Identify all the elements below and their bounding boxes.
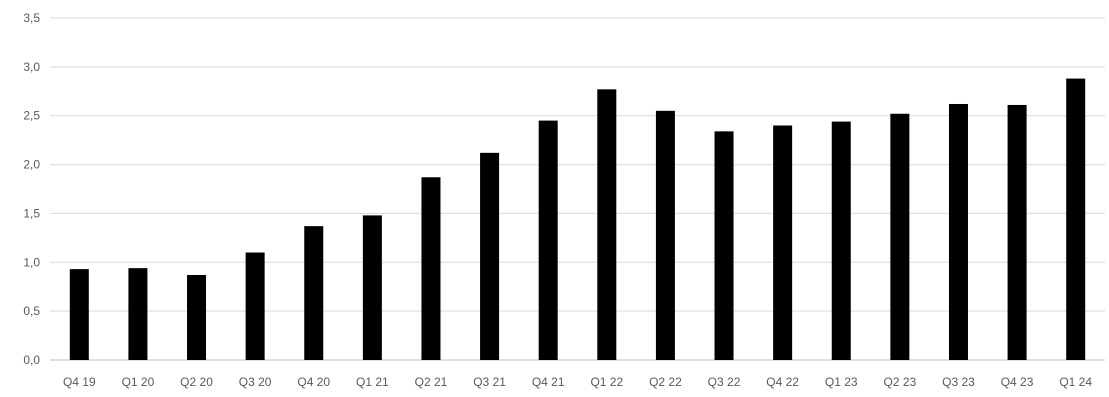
x-axis-ticks: Q4 19 Q1 20 Q2 20 Q3 20 Q4 20 Q1 21 Q2 21 Q3 21…: [63, 375, 1092, 389]
y-tick-label: 2,0: [23, 158, 40, 172]
x-tick-label: Q2 20: [180, 375, 213, 389]
x-tick-label: Q4 19: [63, 375, 96, 389]
bar: [304, 226, 324, 360]
bar: [1007, 104, 1027, 360]
x-tick-label: Q2 23: [884, 375, 917, 389]
y-tick-label: 0,0: [23, 353, 40, 367]
x-tick-label: Q4 23: [1001, 375, 1034, 389]
x-tick-label: Q1 20: [122, 375, 155, 389]
bar: [421, 177, 441, 360]
x-tick-label: Q2 21: [415, 375, 448, 389]
x-tick-label: Q1 22: [590, 375, 623, 389]
bar: [480, 152, 500, 360]
bar: [714, 131, 734, 360]
bar: [773, 125, 793, 360]
bar: [1066, 78, 1086, 360]
x-tick-label: Q2 22: [649, 375, 682, 389]
x-tick-label: Q4 20: [297, 375, 330, 389]
bar: [69, 269, 89, 360]
y-axis-ticks: 0,0 0,5 1,0 1,5 2,0 2,5 3,0 3,5: [23, 11, 40, 367]
bars: [69, 78, 1086, 361]
bar: [538, 120, 558, 360]
bar: [128, 268, 148, 360]
x-tick-label: Q3 20: [239, 375, 272, 389]
bar: [831, 121, 851, 360]
bar: [890, 113, 910, 360]
y-tick-label: 0,5: [23, 304, 40, 318]
x-tick-label: Q1 23: [825, 375, 858, 389]
x-tick-label: Q1 21: [356, 375, 389, 389]
x-tick-label: Q4 21: [532, 375, 565, 389]
gridlines: [50, 17, 1105, 361]
x-tick-label: Q3 23: [942, 375, 975, 389]
x-tick-label: Q3 21: [473, 375, 506, 389]
bar: [655, 110, 675, 360]
bar: [948, 103, 968, 360]
bar: [362, 215, 382, 360]
x-tick-label: Q4 22: [766, 375, 799, 389]
bar: [245, 252, 265, 360]
y-tick-label: 3,0: [23, 60, 40, 74]
x-tick-label: Q3 22: [708, 375, 741, 389]
x-tick-label: Q1 24: [1059, 375, 1092, 389]
y-tick-label: 2,5: [23, 109, 40, 123]
y-tick-label: 1,5: [23, 206, 40, 220]
bar: [187, 274, 207, 360]
y-tick-label: 1,0: [23, 255, 40, 269]
y-tick-label: 3,5: [23, 11, 40, 25]
bar: [597, 89, 617, 361]
